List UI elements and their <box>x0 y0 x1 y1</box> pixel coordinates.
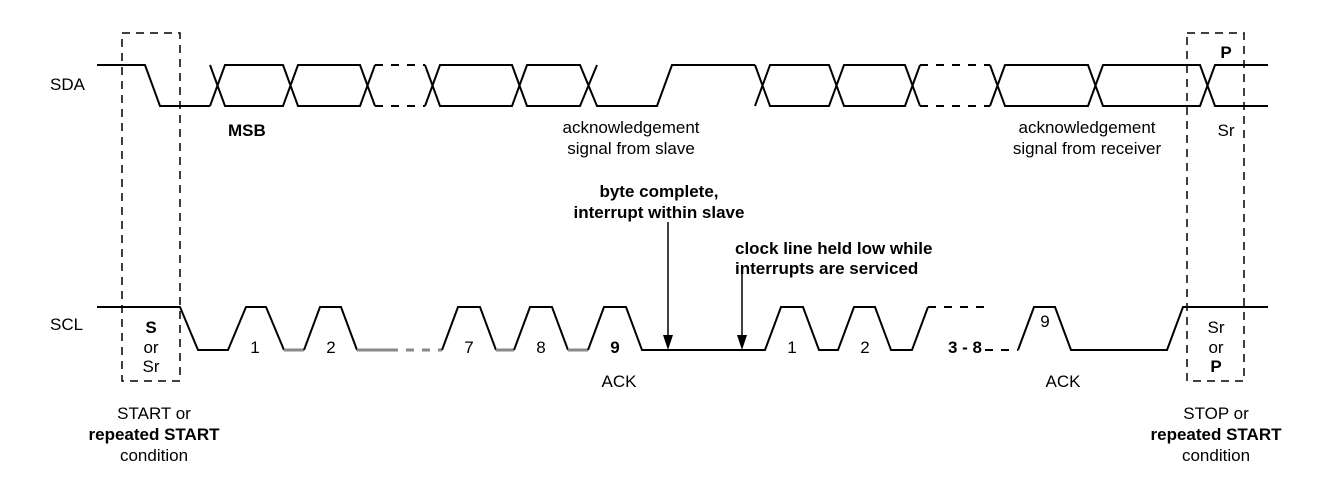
ack-label-first: ACK <box>602 372 638 391</box>
pulse-label: 1 <box>250 338 259 357</box>
byte-complete-note: byte complete, interrupt within slave <box>574 182 745 222</box>
byte-complete-line-2: interrupt within slave <box>574 203 745 222</box>
pulse-label: 7 <box>464 338 473 357</box>
clock-held-line-1: clock line held low while <box>735 239 932 258</box>
start-caption-line-3: condition <box>120 446 188 465</box>
sda-waveform <box>97 64 1268 107</box>
repeated-start-sr-label: Sr <box>1218 121 1235 140</box>
pulse-label: 1 <box>787 338 796 357</box>
msb-label: MSB <box>228 121 266 140</box>
stop-condition-box <box>1186 32 1245 382</box>
stop-caption-line-2: repeated START <box>1151 425 1283 444</box>
stop-condition-caption: STOP or repeated START condition <box>1151 404 1283 465</box>
stop-box-p: P <box>1210 357 1221 376</box>
ack-receiver-line-2: signal from receiver <box>1013 139 1162 158</box>
scl-waveform <box>97 306 1268 352</box>
start-condition-box <box>121 32 181 382</box>
start-condition-caption: START or repeated START condition <box>89 404 221 465</box>
stop-box-sr: Sr <box>1208 318 1225 337</box>
ack-slave-line-2: signal from slave <box>567 139 695 158</box>
start-box-labels: S or Sr <box>143 318 160 376</box>
pulse-label: 3 - 8 <box>948 338 982 357</box>
clock-held-note: clock line held low while interrupts are… <box>735 239 932 278</box>
ack-receiver-line-1: acknowledgement <box>1018 118 1155 137</box>
sda-signal-label: SDA <box>50 75 86 94</box>
pulse-label: 8 <box>536 338 545 357</box>
pulse-label: 2 <box>326 338 335 357</box>
pulse-label: 9 <box>610 338 619 357</box>
byte-complete-arrow <box>663 222 673 350</box>
pulse-label: 2 <box>860 338 869 357</box>
ack-from-slave-note: acknowledgement signal from slave <box>562 118 699 158</box>
start-caption-line-2: repeated START <box>89 425 221 444</box>
pulse-label: 9 <box>1040 312 1049 331</box>
first-byte-pulse-labels: 1 2 7 8 9 <box>250 338 619 357</box>
ack-slave-line-1: acknowledgement <box>562 118 699 137</box>
stop-box-labels: Sr or P <box>1208 318 1225 376</box>
stop-box-or: or <box>1208 338 1223 357</box>
stop-p-label: P <box>1220 43 1231 62</box>
scl-signal-label: SCL <box>50 315 83 334</box>
start-caption-line-1: START or <box>117 404 191 423</box>
start-box-or: or <box>143 338 158 357</box>
start-box-sr: Sr <box>143 357 160 376</box>
clock-held-arrow <box>737 270 747 350</box>
ack-from-receiver-note: acknowledgement signal from receiver <box>1013 118 1162 158</box>
stop-caption-line-1: STOP or <box>1183 404 1249 423</box>
second-byte-pulse-labels: 1 2 3 - 8 9 <box>787 312 1049 357</box>
ack-label-second: ACK <box>1046 372 1082 391</box>
start-box-s: S <box>145 318 156 337</box>
stop-caption-line-3: condition <box>1182 446 1250 465</box>
byte-complete-line-1: byte complete, <box>599 182 718 201</box>
clock-held-line-2: interrupts are serviced <box>735 259 918 278</box>
